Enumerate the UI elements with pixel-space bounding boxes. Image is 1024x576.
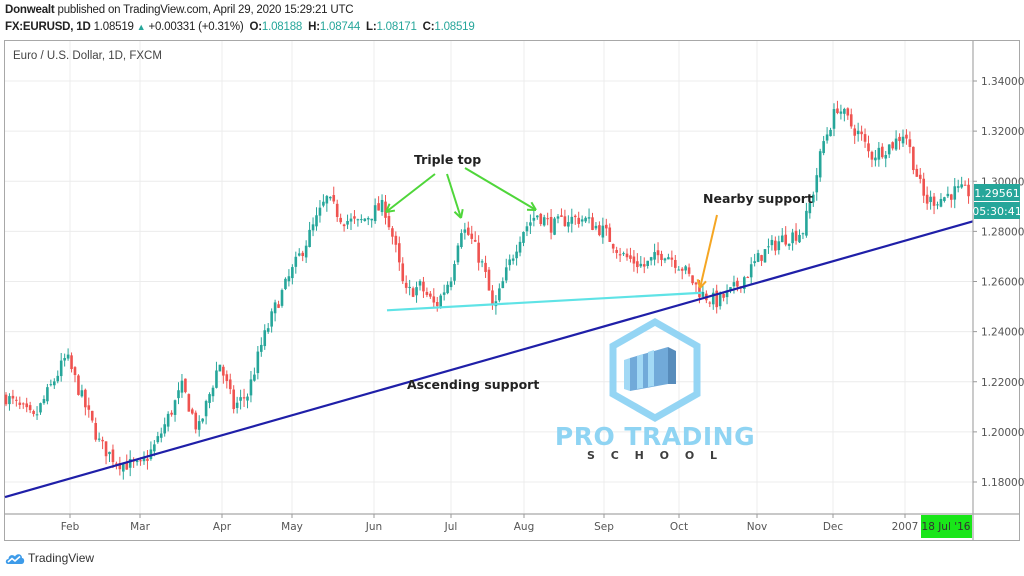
up-arrow-icon: ▲ — [136, 22, 146, 32]
ascending-support-label[interactable]: Ascending support — [407, 377, 539, 392]
triple-top-label[interactable]: Triple top — [414, 152, 481, 167]
symbol-legend: FX:EURUSD, 1D 1.08519 ▲ +0.00331 (+0.31%… — [5, 21, 475, 33]
pro-trading-school-logo: PRO TRADING S C H O O L — [555, 317, 755, 462]
horizontal-support-line[interactable] — [386, 291, 703, 312]
open-label: O: — [249, 21, 263, 33]
time-tick-label: Feb — [61, 521, 80, 533]
cursor-date: 18 Jul '16 — [922, 521, 971, 533]
price-axis[interactable]: 1.340001.320001.300001.280001.260001.240… — [973, 76, 1024, 489]
time-tick-label: Dec — [823, 521, 844, 533]
watermark-title: PRO TRADING — [555, 422, 755, 451]
last-price: 1.08519 — [93, 21, 134, 33]
grid-lines — [5, 41, 973, 514]
time-tick-label: May — [281, 521, 303, 533]
time-cursor-label: 18 Jul '16 — [921, 515, 972, 538]
hexagon-icon — [609, 317, 701, 423]
current-price-value: 1.29561 — [974, 187, 1020, 200]
tradingview-footer[interactable]: TradingView — [5, 551, 94, 565]
close-value: 1.08519 — [434, 21, 475, 33]
watermark-subtitle: S C H O O L — [587, 449, 723, 462]
time-tick-label: 2007 — [892, 521, 919, 533]
price-change: +0.00331 (+0.31%) — [148, 21, 244, 33]
current-price-badge: 1.29561 05:30:41 — [972, 184, 1022, 219]
nearby-support-arrow[interactable] — [696, 214, 718, 289]
price-tick-label: 1.20000 — [981, 427, 1024, 439]
published-text: published on TradingView.com, April 29, … — [57, 4, 354, 16]
time-tick-label: Oct — [670, 521, 688, 533]
tradingview-brand: TradingView — [28, 551, 95, 565]
time-axis[interactable]: Feb Mar Apr May Jun Jul Aug Sep Oct Nov Dec 2007 — [61, 514, 919, 533]
price-tick-label: 1.28000 — [981, 226, 1024, 238]
high-label: H: — [308, 21, 320, 33]
price-tick-label: 1.32000 — [981, 126, 1024, 138]
tradingview-cloud-icon — [5, 554, 25, 564]
price-tick-label: 1.34000 — [981, 76, 1024, 88]
price-tick-label: 1.22000 — [981, 377, 1024, 389]
time-tick-label: Apr — [213, 521, 232, 533]
chart-frame — [4, 40, 1020, 541]
close-label: C: — [422, 21, 435, 33]
triple-top-arrows[interactable] — [385, 167, 537, 219]
pane-title: Euro / U.S. Dollar, 1D, FXCM — [13, 50, 162, 62]
low-label: L: — [366, 21, 377, 33]
price-tick-label: 1.24000 — [981, 327, 1024, 339]
author-name[interactable]: Donwealt — [5, 4, 55, 16]
time-tick-label: Sep — [594, 521, 614, 533]
open-value: 1.08188 — [261, 21, 303, 33]
time-tick-label: Jul — [444, 521, 458, 533]
bar-countdown: 05:30:41 — [972, 205, 1021, 218]
nearby-support-label[interactable]: Nearby support — [703, 191, 813, 206]
price-tick-label: 1.26000 — [981, 277, 1024, 289]
time-tick-label: Aug — [514, 521, 535, 533]
ascending-support-line[interactable] — [4, 220, 974, 499]
symbol-name: FX:EURUSD, 1D — [5, 21, 91, 33]
high-value: 1.08744 — [319, 21, 361, 33]
time-tick-label: Mar — [130, 521, 150, 533]
candlestick-series — [4, 100, 970, 480]
time-tick-label: Jun — [365, 521, 382, 533]
price-tick-label: 1.18000 — [981, 477, 1024, 489]
low-value: 1.08171 — [376, 21, 417, 33]
time-tick-label: Nov — [747, 521, 768, 533]
publish-info: Donwealt published on TradingView.com, A… — [5, 4, 354, 16]
